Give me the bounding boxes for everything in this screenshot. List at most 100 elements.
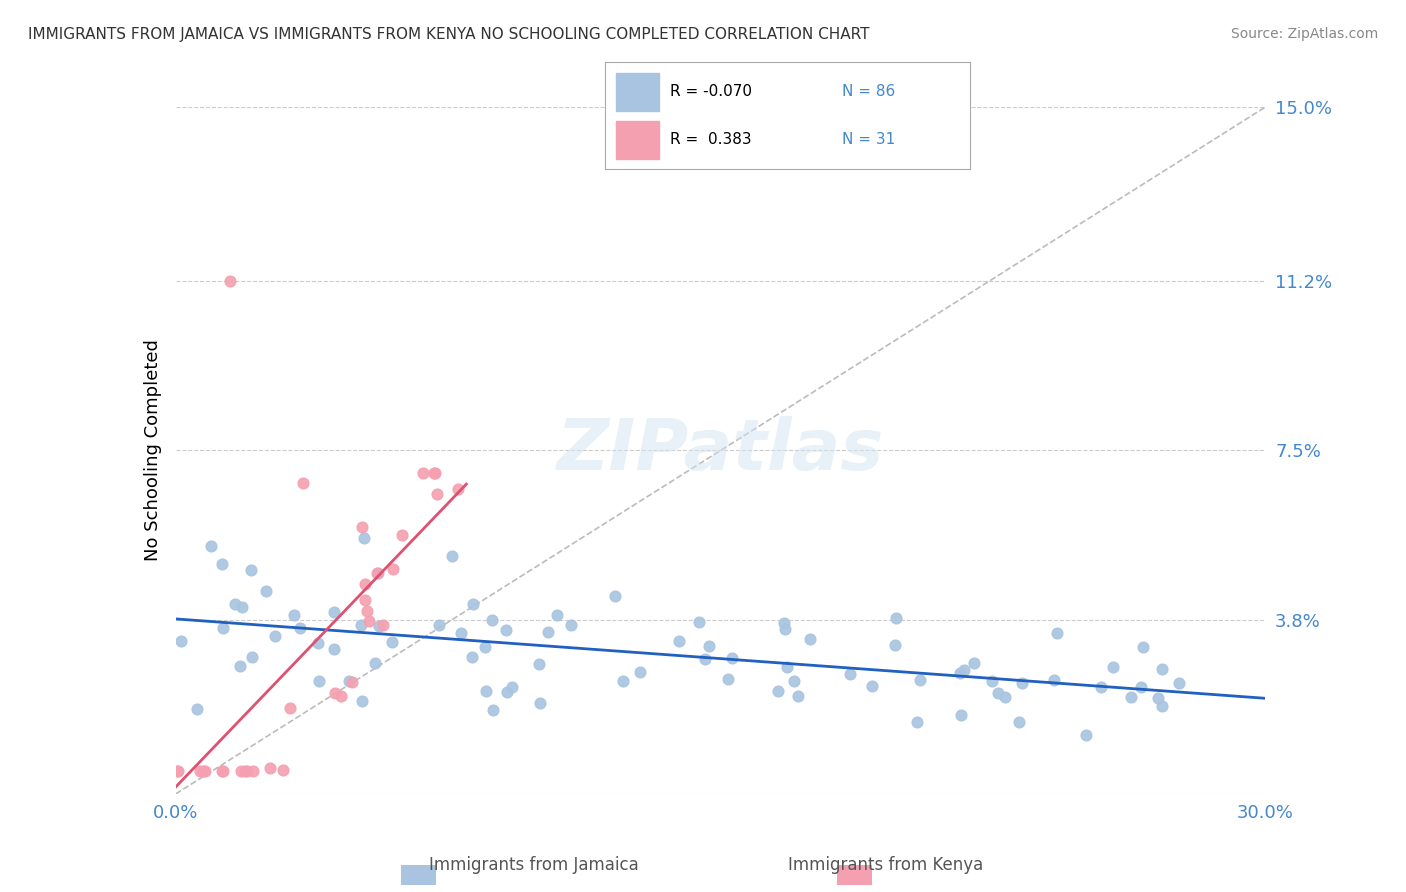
Point	[356, 604, 378, 618]
Point	[381, 634, 404, 648]
Point	[495, 685, 517, 699]
Point	[1074, 728, 1097, 742]
Point	[772, 616, 794, 631]
Point	[288, 622, 311, 636]
Text: Source: ZipAtlas.com: Source: ZipAtlas.com	[1230, 27, 1378, 41]
Point	[323, 686, 346, 700]
Point	[1146, 691, 1168, 706]
Point	[254, 583, 277, 598]
Point	[953, 663, 976, 677]
Point	[166, 764, 188, 778]
Point	[949, 665, 972, 680]
FancyBboxPatch shape	[616, 121, 659, 159]
Point	[381, 562, 404, 576]
Point	[219, 274, 242, 288]
Point	[717, 672, 740, 686]
Point	[350, 617, 373, 632]
Point	[308, 674, 330, 689]
Point	[693, 652, 716, 666]
Point	[337, 673, 360, 688]
Point	[170, 633, 193, 648]
Point	[186, 702, 208, 716]
Point	[668, 634, 690, 648]
Point	[1150, 698, 1173, 713]
Point	[495, 623, 517, 637]
Point	[426, 487, 449, 501]
Text: R = -0.070: R = -0.070	[671, 84, 752, 99]
Point	[546, 608, 568, 623]
Text: N = 31: N = 31	[842, 132, 896, 147]
Point	[529, 696, 551, 710]
Point	[235, 764, 257, 778]
Point	[768, 683, 790, 698]
Point	[1168, 676, 1191, 690]
Point	[450, 626, 472, 640]
Point	[1011, 676, 1033, 690]
Point	[980, 674, 1002, 689]
Point	[329, 689, 352, 703]
Point	[963, 657, 986, 671]
Point	[291, 475, 314, 490]
Point	[603, 589, 626, 603]
Point	[950, 707, 973, 722]
Point	[242, 764, 264, 778]
Point	[211, 764, 233, 778]
Point	[366, 566, 388, 580]
Text: IMMIGRANTS FROM JAMAICA VS IMMIGRANTS FROM KENYA NO SCHOOLING COMPLETED CORRELAT: IMMIGRANTS FROM JAMAICA VS IMMIGRANTS FR…	[28, 27, 870, 42]
Point	[1121, 690, 1143, 705]
Point	[188, 764, 211, 778]
Point	[688, 615, 710, 630]
Point	[264, 629, 287, 643]
Point	[1129, 680, 1152, 694]
Point	[353, 531, 375, 545]
Point	[283, 608, 305, 623]
Point	[307, 635, 329, 649]
Point	[527, 657, 550, 672]
Point	[391, 528, 413, 542]
Point	[1007, 715, 1029, 730]
Point	[278, 701, 301, 715]
Point	[1152, 662, 1174, 676]
Point	[447, 482, 470, 496]
Point	[994, 690, 1017, 704]
Point	[776, 660, 799, 674]
Point	[884, 611, 907, 625]
Point	[1046, 626, 1069, 640]
Point	[773, 622, 796, 636]
Point	[838, 666, 860, 681]
Point	[787, 689, 810, 703]
Point	[229, 658, 252, 673]
Point	[224, 597, 246, 611]
Point	[412, 467, 434, 481]
Point	[1042, 673, 1064, 687]
Point	[352, 520, 374, 534]
Point	[481, 614, 503, 628]
Point	[481, 703, 503, 717]
Point	[211, 558, 233, 572]
Text: ZIPatlas: ZIPatlas	[557, 416, 884, 485]
Point	[1102, 660, 1125, 674]
Point	[352, 694, 374, 708]
Point	[364, 656, 387, 670]
Point	[427, 618, 450, 632]
Point	[987, 686, 1010, 700]
Point	[211, 764, 233, 778]
Point	[860, 679, 883, 693]
Point	[354, 577, 377, 591]
Point	[323, 642, 346, 657]
Point	[353, 593, 375, 607]
FancyBboxPatch shape	[616, 73, 659, 111]
Point	[191, 764, 214, 778]
Point	[167, 764, 190, 778]
Point	[200, 539, 222, 553]
Point	[461, 649, 484, 664]
Point	[371, 617, 394, 632]
Point	[440, 549, 463, 563]
Point	[628, 665, 651, 679]
Point	[474, 683, 496, 698]
Point	[259, 761, 281, 775]
Point	[422, 467, 444, 481]
Point	[271, 763, 294, 777]
Point	[537, 625, 560, 640]
Point	[883, 638, 905, 652]
